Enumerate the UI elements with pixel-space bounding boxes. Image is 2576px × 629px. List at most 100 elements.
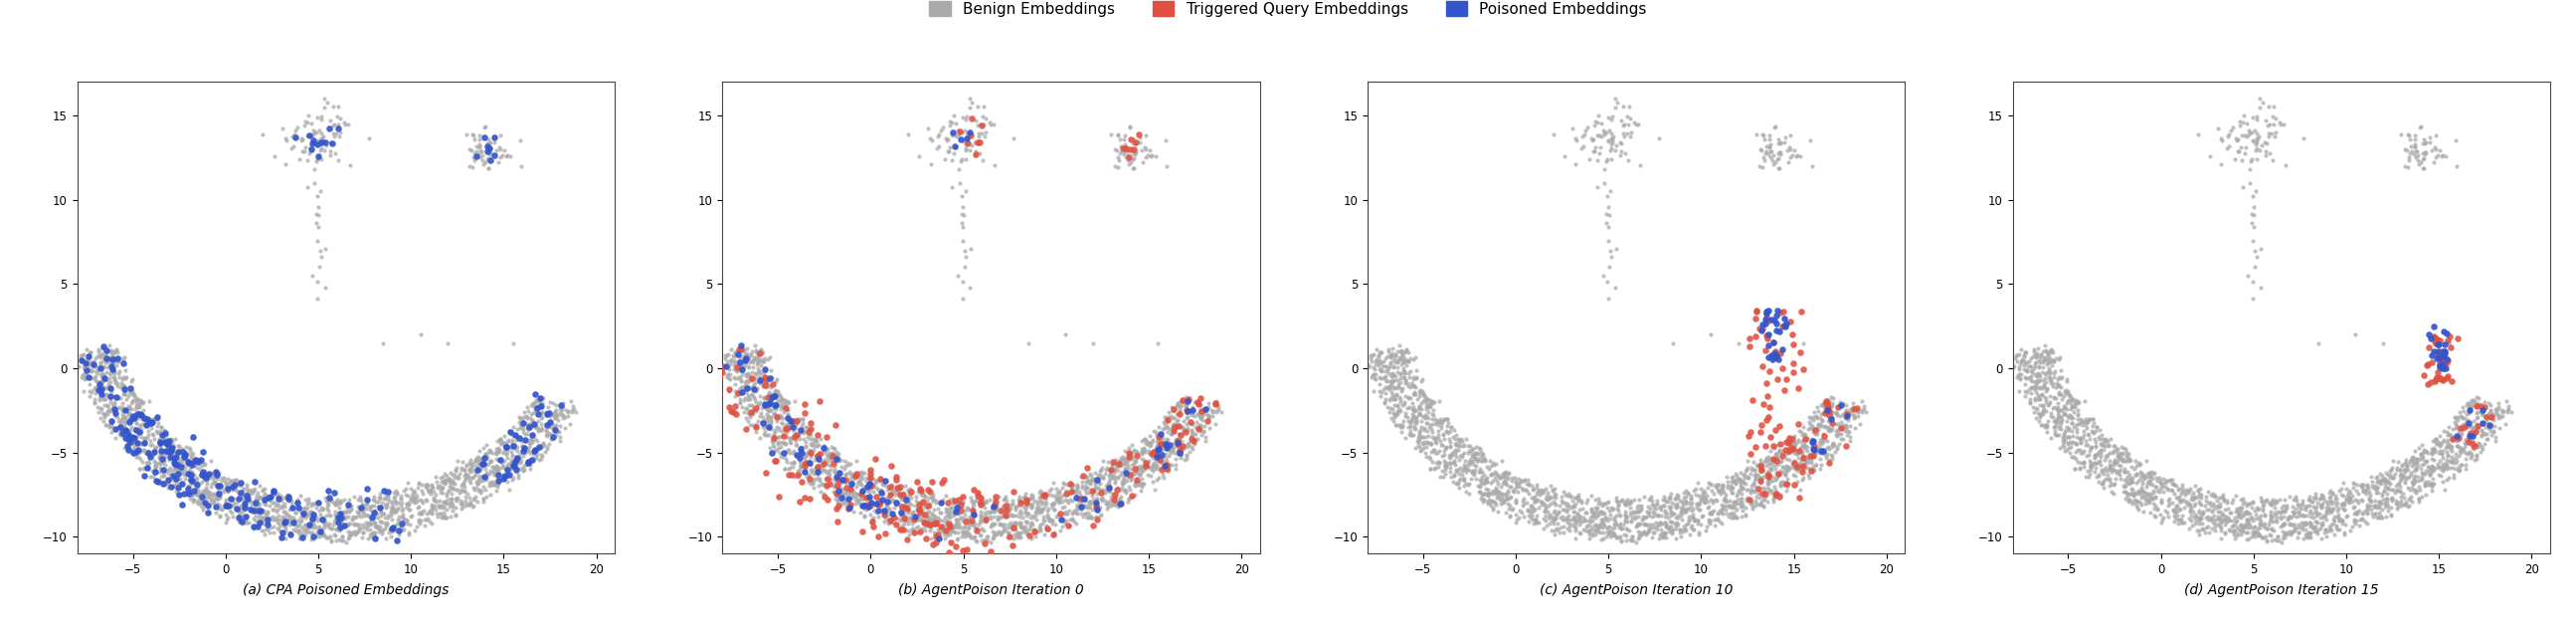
Point	[925, 513, 966, 523]
Point	[1569, 153, 1610, 164]
Point	[914, 495, 956, 505]
Point	[1167, 408, 1208, 418]
Point	[2465, 433, 2506, 443]
Point	[2411, 482, 2452, 492]
Point	[1435, 452, 1476, 462]
Point	[845, 510, 886, 520]
Point	[788, 458, 829, 468]
Point	[1131, 449, 1172, 459]
Point	[1151, 460, 1193, 470]
Point	[1759, 326, 1801, 337]
Point	[1996, 370, 2038, 381]
Point	[222, 510, 263, 520]
Point	[188, 506, 229, 516]
Point	[2192, 489, 2233, 499]
Point	[263, 527, 304, 537]
Point	[242, 130, 283, 140]
Point	[477, 448, 518, 458]
Point	[752, 437, 793, 447]
Point	[2385, 464, 2427, 474]
Point	[435, 503, 477, 513]
Point	[1790, 135, 1832, 145]
Point	[2452, 395, 2494, 405]
Point	[482, 438, 523, 448]
Point	[1610, 513, 1651, 523]
Point	[348, 518, 389, 528]
Point	[90, 422, 131, 432]
Point	[247, 507, 289, 517]
Point	[2411, 145, 2452, 155]
Point	[755, 404, 796, 414]
Point	[1175, 398, 1216, 408]
Point	[832, 478, 873, 488]
Point	[1195, 398, 1236, 408]
Point	[1046, 508, 1087, 518]
Point	[394, 525, 435, 535]
Point	[1808, 444, 1850, 454]
Point	[526, 409, 567, 419]
Point	[773, 448, 814, 458]
Point	[1363, 384, 1404, 394]
Point	[1507, 479, 1548, 489]
Point	[1419, 416, 1461, 426]
Point	[1546, 514, 1587, 524]
Point	[811, 459, 853, 469]
Point	[1012, 493, 1054, 503]
Point	[374, 521, 415, 532]
Point	[173, 495, 214, 505]
Point	[2357, 488, 2398, 498]
Point	[2079, 477, 2120, 487]
Point	[222, 502, 263, 512]
Point	[1525, 501, 1566, 511]
Point	[495, 458, 536, 468]
Point	[951, 243, 992, 253]
Point	[1788, 463, 1829, 473]
Point	[162, 451, 204, 461]
Point	[2202, 515, 2244, 525]
Point	[747, 413, 788, 423]
Point	[492, 440, 533, 450]
Point	[294, 498, 335, 508]
Point	[479, 153, 520, 163]
Point	[845, 511, 886, 521]
Point	[1079, 485, 1121, 495]
Point	[232, 514, 273, 524]
Point	[1716, 469, 1757, 479]
Point	[116, 426, 157, 436]
Point	[93, 366, 134, 376]
Point	[299, 532, 340, 542]
Point	[2066, 423, 2107, 433]
Point	[1108, 471, 1149, 481]
Point	[2321, 484, 2362, 494]
Point	[484, 442, 526, 452]
Point	[2050, 452, 2092, 462]
Point	[1731, 486, 1772, 496]
Point	[2030, 391, 2071, 401]
Point	[258, 515, 299, 525]
Point	[118, 398, 160, 408]
Point	[214, 499, 255, 509]
Point	[979, 528, 1020, 538]
Point	[1370, 380, 1412, 390]
Point	[2295, 529, 2336, 539]
Point	[2311, 496, 2352, 506]
Point	[82, 362, 124, 372]
Point	[185, 469, 227, 479]
Point	[469, 149, 510, 159]
Point	[2406, 379, 2447, 389]
Point	[726, 377, 768, 387]
Point	[2027, 352, 2069, 362]
Point	[1654, 523, 1695, 533]
Point	[283, 147, 325, 157]
Point	[1806, 399, 1847, 409]
Point	[837, 477, 878, 487]
Point	[2159, 519, 2200, 529]
Point	[1790, 451, 1832, 461]
Point	[2354, 481, 2396, 491]
Point	[327, 527, 368, 537]
Point	[2133, 468, 2174, 478]
Point	[448, 488, 489, 498]
Point	[2264, 494, 2306, 504]
Point	[1641, 501, 1682, 511]
Point	[2151, 484, 2192, 494]
